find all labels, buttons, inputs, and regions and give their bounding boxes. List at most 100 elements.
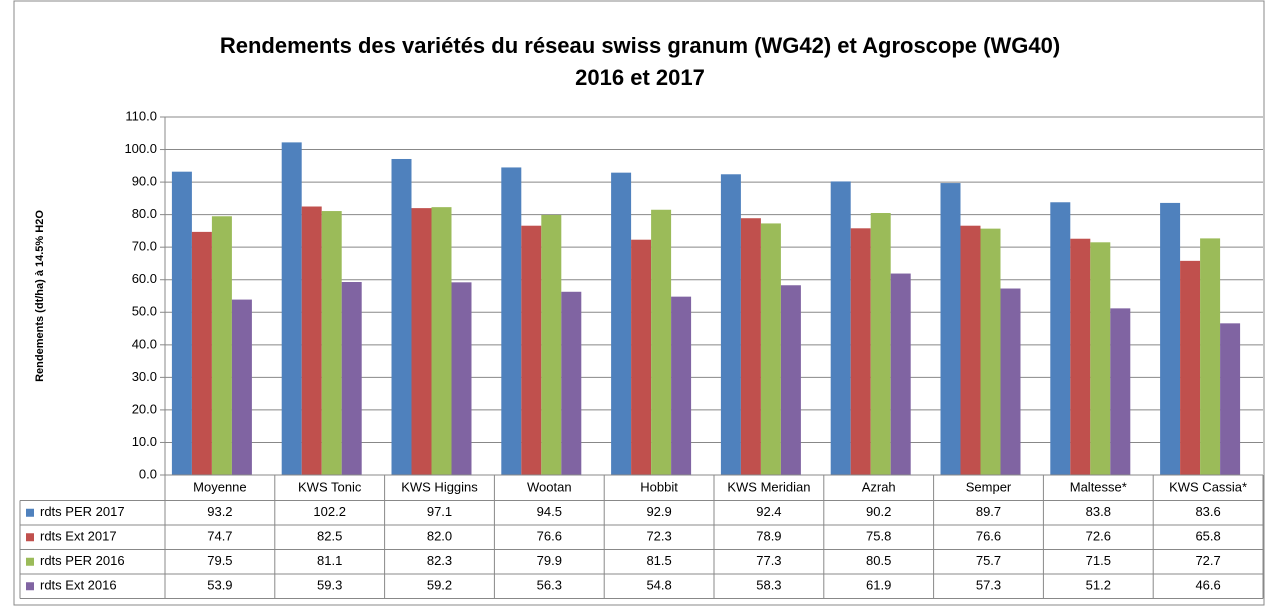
bar [561, 291, 582, 475]
table-cell: 92.4 [756, 504, 781, 519]
table-cell: 72.7 [1195, 553, 1220, 568]
table-cell: 71.5 [1086, 553, 1111, 568]
table-cell: 53.9 [207, 578, 232, 593]
x-tick-label: KWS Meridian [727, 480, 810, 495]
x-tick-label: Wootan [527, 480, 572, 495]
bar [391, 158, 412, 475]
bar [830, 181, 851, 475]
table-cell: 79.9 [537, 553, 562, 568]
table-cell: 46.6 [1195, 578, 1220, 593]
bar [611, 172, 632, 476]
table-cell: 51.2 [1086, 578, 1111, 593]
table-cell: 54.8 [646, 578, 671, 593]
y-tick-label: 20.0 [132, 401, 157, 416]
table-cell: 59.2 [427, 578, 452, 593]
table-cell: 92.9 [646, 504, 671, 519]
table-cell: 82.5 [317, 529, 342, 544]
legend-label: rdts Ext 2017 [40, 529, 117, 544]
x-tick-label: Maltesse* [1070, 480, 1127, 495]
legend-label: rdts PER 2017 [40, 504, 125, 519]
legend-key [26, 557, 34, 566]
y-tick-label: 110.0 [125, 108, 157, 123]
table-cell: 83.8 [1086, 504, 1111, 519]
y-tick-label: 30.0 [132, 369, 157, 384]
bar [1200, 238, 1221, 475]
legend-key [26, 582, 34, 591]
table-cell: 89.7 [976, 504, 1001, 519]
table-cell: 90.2 [866, 504, 891, 519]
table-cell: 59.3 [317, 578, 342, 593]
y-tick-label: 70.0 [132, 239, 157, 254]
x-tick-label: Azrah [862, 480, 896, 495]
y-tick-label: 90.0 [132, 174, 157, 189]
bar [281, 142, 302, 476]
bar [980, 228, 1001, 475]
bar [211, 216, 232, 475]
bar [1160, 202, 1181, 476]
bar [321, 211, 342, 475]
bar [341, 282, 362, 475]
bar [1050, 202, 1071, 475]
x-tick-label: Hobbit [640, 480, 678, 495]
bar [1070, 238, 1091, 475]
bar [940, 183, 961, 476]
bar [780, 285, 801, 475]
bar [850, 228, 871, 475]
bar [171, 171, 192, 475]
bar [870, 213, 891, 475]
bar [651, 209, 672, 475]
y-tick-label: 100.0 [124, 141, 157, 156]
bar [231, 299, 252, 475]
table-cell: 72.3 [646, 529, 671, 544]
table-cell: 93.2 [207, 504, 232, 519]
table-cell: 102.2 [313, 504, 346, 519]
table-cell: 83.6 [1195, 504, 1220, 519]
y-tick-label: 40.0 [132, 336, 157, 351]
bar [521, 225, 542, 475]
bar [740, 218, 761, 475]
y-axis-label: Rendements (dt/ha) à 14.5% H2O [34, 210, 46, 382]
bar [890, 273, 911, 475]
bar [431, 207, 452, 475]
table-cell: 82.0 [427, 529, 452, 544]
table-cell: 78.9 [756, 529, 781, 544]
table-cell: 76.6 [537, 529, 562, 544]
legend-key [26, 508, 34, 517]
x-tick-label: KWS Tonic [298, 480, 362, 495]
table-cell: 94.5 [537, 504, 562, 519]
table-cell: 81.5 [646, 553, 671, 568]
table-cell: 61.9 [866, 578, 891, 593]
table-cell: 82.3 [427, 553, 452, 568]
bar [1090, 242, 1111, 475]
bar [191, 231, 212, 475]
chart-subtitle: 2016 et 2017 [575, 65, 705, 90]
table-cell: 74.7 [207, 529, 232, 544]
table-cell: 97.1 [427, 504, 452, 519]
bar [671, 296, 692, 475]
table-cell: 79.5 [207, 553, 232, 568]
bar [1180, 260, 1201, 475]
table-cell: 77.3 [756, 553, 781, 568]
y-tick-label: 50.0 [132, 304, 157, 319]
y-tick-label: 80.0 [132, 206, 157, 221]
bar [1220, 323, 1241, 475]
bar [960, 225, 981, 475]
x-tick-label: KWS Cassia* [1169, 480, 1247, 495]
y-tick-label: 0.0 [139, 466, 157, 481]
table-cell: 75.8 [866, 529, 891, 544]
bar [631, 239, 652, 475]
table-cell: 65.8 [1195, 529, 1220, 544]
y-tick-label: 60.0 [132, 271, 157, 286]
bar [451, 282, 472, 475]
legend-key [26, 533, 34, 542]
bar [411, 208, 432, 476]
bar [1000, 288, 1021, 475]
legend-label: rdts PER 2016 [40, 553, 125, 568]
table-cell: 76.6 [976, 529, 1001, 544]
legend-label: rdts Ext 2016 [40, 578, 117, 593]
bar [720, 174, 741, 475]
bar [541, 214, 562, 475]
table-cell: 56.3 [537, 578, 562, 593]
y-tick-label: 10.0 [132, 434, 157, 449]
